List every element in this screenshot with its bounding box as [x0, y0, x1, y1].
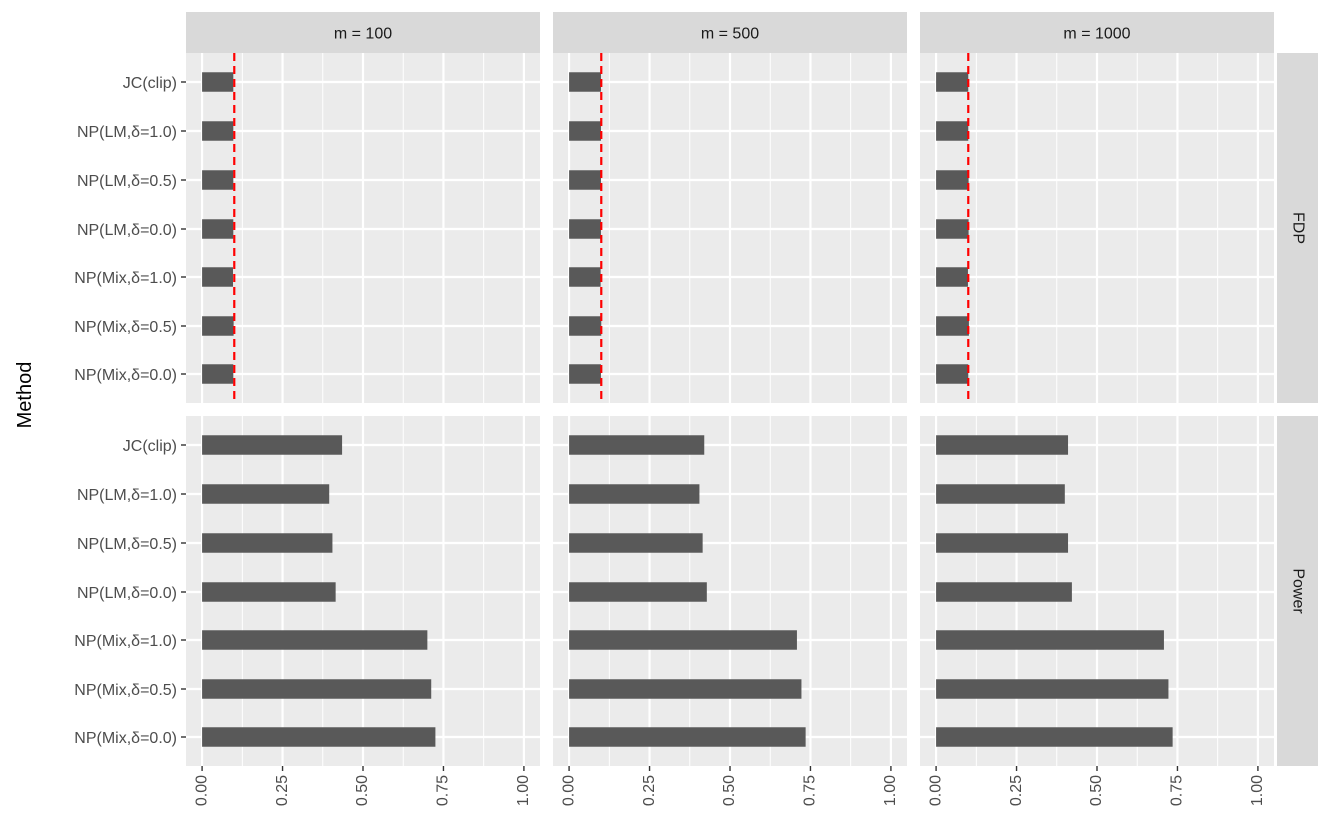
x-tick-label: 0.25: [641, 775, 658, 806]
strip-fdp: [1277, 53, 1318, 403]
y-tick-label-np-lm-0-5: NP(LM,δ=0.5): [77, 536, 177, 553]
bar-np-lm-1-0: [569, 484, 700, 504]
strip-label-fdp: FDP: [1289, 212, 1306, 244]
x-tick-label: 0.00: [560, 775, 577, 806]
y-tick-label-np-mix-1-0: NP(Mix,δ=1.0): [74, 633, 177, 650]
bar-np-lm-0-5: [202, 170, 234, 190]
bar-jc-clip: [936, 72, 969, 92]
y-tick-label-np-lm-1-0: NP(LM,δ=1.0): [77, 487, 177, 504]
bar-np-lm-0-5: [202, 533, 333, 553]
bar-np-mix-1-0: [202, 630, 428, 650]
bar-np-mix-0-5: [202, 316, 234, 336]
y-tick-label-np-lm-0-0: NP(LM,δ=0.0): [77, 222, 177, 239]
strip-power: [1277, 416, 1318, 766]
bar-jc-clip: [936, 435, 1069, 455]
panels: [186, 53, 1274, 766]
bar-jc-clip: [202, 435, 343, 455]
bar-np-mix-0-5: [936, 316, 969, 336]
bar-jc-clip: [569, 72, 601, 92]
y-axes: JC(clip) NP(LM,δ=1.0) NP(LM,δ=0.5) NP(LM,δ=…: [74, 75, 186, 747]
y-tick-label-np-lm-0-5: NP(LM,δ=0.5): [77, 173, 177, 190]
strip-label-m-1000: m = 1000: [1063, 26, 1130, 43]
bar-np-mix-0-5: [202, 679, 432, 699]
bar-np-mix-0-0: [569, 364, 601, 384]
bar-np-mix-1-0: [202, 267, 233, 287]
panel-fdp-m-100: [186, 53, 540, 403]
strip-m-500: [553, 12, 907, 53]
panel-power-m-500: [553, 416, 907, 766]
bar-np-lm-0-5: [936, 170, 969, 190]
bar-np-mix-1-0: [569, 630, 797, 650]
bar-np-lm-1-0: [936, 121, 969, 141]
y-tick-label-np-lm-0-0: NP(LM,δ=0.0): [77, 585, 177, 602]
panel-fdp-m-500: [553, 53, 907, 403]
y-tick-label-np-mix-0-0: NP(Mix,δ=0.0): [74, 730, 177, 747]
panel-power-m-1000: [920, 416, 1274, 766]
x-tick-label: 0.75: [435, 775, 452, 806]
bar-np-lm-1-0: [202, 484, 330, 504]
y-tick-label-np-lm-1-0: NP(LM,δ=1.0): [77, 124, 177, 141]
bar-np-mix-1-0: [936, 267, 968, 287]
bar-np-lm-0-0: [936, 219, 969, 239]
bar-np-mix-0-5: [569, 316, 602, 336]
bar-np-mix-0-5: [569, 679, 802, 699]
x-tick-label: 0.75: [802, 775, 819, 806]
x-tick-label: 0.50: [354, 775, 371, 806]
x-tick-label: 1.00: [515, 775, 532, 806]
y-tick-label-np-mix-0-5: NP(Mix,δ=0.5): [74, 319, 177, 336]
bar-np-mix-0-0: [936, 364, 969, 384]
bar-np-mix-0-5: [936, 679, 1169, 699]
column-strips: m = 100 m = 500 m = 1000: [186, 12, 1274, 53]
bar-np-mix-0-0: [936, 727, 1173, 747]
bar-np-lm-0-0: [202, 582, 336, 602]
bar-np-mix-1-0: [936, 630, 1164, 650]
bar-np-lm-0-0: [936, 582, 1072, 602]
strip-label-m-500: m = 500: [701, 26, 759, 43]
bar-np-mix-0-0: [202, 364, 234, 384]
bar-np-mix-0-0: [202, 727, 436, 747]
x-tick-label: 1.00: [882, 775, 899, 806]
y-tick-label-np-mix-0-5: NP(Mix,δ=0.5): [74, 682, 177, 699]
bar-np-lm-0-5: [569, 533, 703, 553]
bar-np-lm-0-0: [569, 219, 601, 239]
x-tick-label: 0.25: [274, 775, 291, 806]
bar-np-lm-1-0: [936, 484, 1065, 504]
bar-np-lm-0-0: [202, 219, 234, 239]
y-tick-label-np-mix-1-0: NP(Mix,δ=1.0): [74, 270, 177, 287]
bar-jc-clip: [569, 435, 705, 455]
x-tick-label: 0.50: [1088, 775, 1105, 806]
strip-label-m-100: m = 100: [334, 26, 392, 43]
bar-np-lm-1-0: [202, 121, 234, 141]
y-axis-title: Method: [14, 362, 36, 429]
bar-np-lm-0-0: [569, 582, 707, 602]
panel-fdp-m-1000: [920, 53, 1274, 403]
x-tick-label: 0.25: [1008, 775, 1025, 806]
strip-label-power: Power: [1289, 568, 1306, 614]
bar-jc-clip: [202, 72, 234, 92]
bar-np-lm-0-5: [569, 170, 601, 190]
y-tick-label-jc-clip: JC(clip): [123, 75, 177, 92]
bar-np-lm-0-5: [936, 533, 1069, 553]
y-tick-label-jc-clip: JC(clip): [123, 438, 177, 455]
row-strips: FDP Power: [1277, 53, 1318, 766]
x-tick-label: 1.00: [1249, 775, 1266, 806]
y-tick-label-np-mix-0-0: NP(Mix,δ=0.0): [74, 367, 177, 384]
x-tick-label: 0.00: [193, 775, 210, 806]
panel-power-m-100: [186, 416, 540, 766]
bar-np-lm-1-0: [569, 121, 601, 141]
bar-np-mix-0-0: [569, 727, 806, 747]
strip-m-1000: [920, 12, 1274, 53]
strip-m-100: [186, 12, 540, 53]
x-tick-label: 0.00: [927, 775, 944, 806]
x-axes: 0.00 0.25 0.50 0.75 1.00 0.00 0.25 0.50 0.75 1.00…: [193, 766, 1266, 806]
bar-np-mix-1-0: [569, 267, 601, 287]
x-tick-label: 0.75: [1169, 775, 1186, 806]
x-tick-label: 0.50: [721, 775, 738, 806]
